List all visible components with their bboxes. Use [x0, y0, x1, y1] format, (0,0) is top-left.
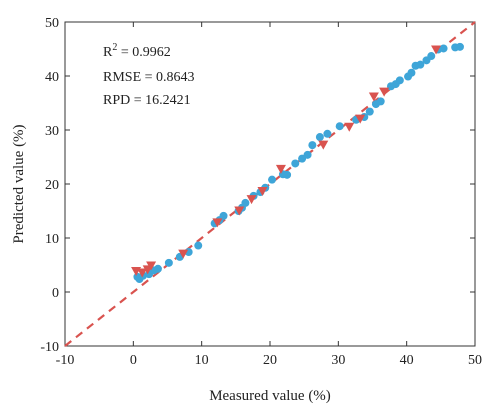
data-point-triangle [318, 140, 329, 150]
x-tick-label: 40 [400, 353, 414, 368]
data-point-circle [153, 264, 162, 273]
data-point-triangle [246, 195, 257, 205]
data-point-triangle [146, 261, 157, 271]
data-point-circle [194, 241, 203, 250]
data-point-circle [376, 97, 385, 106]
data-points [131, 42, 464, 284]
data-point-circle [395, 76, 404, 85]
data-point-circle [308, 141, 317, 150]
data-point-triangle [234, 206, 245, 216]
data-point-triangle [212, 218, 223, 228]
data-point-triangle [355, 114, 366, 124]
y-tick-label: 30 [45, 124, 59, 139]
x-tick-label: 10 [195, 353, 209, 368]
data-point-circle [315, 133, 324, 142]
data-point-triangle [137, 268, 148, 278]
y-axis-title: Predicted value (%) [11, 124, 27, 243]
y-tick-label: 10 [45, 232, 59, 247]
stat-r2-prefix: R [103, 45, 113, 60]
stat-rmse: RMSE = 0.8643 [103, 70, 195, 85]
stat-r2: R2 = 0.9962 [103, 42, 171, 60]
data-point-circle [303, 150, 312, 159]
data-point-circle [291, 159, 300, 168]
data-point-triangle [344, 122, 355, 132]
data-point-triangle [368, 92, 379, 102]
stat-rpd: RPD = 16.2421 [103, 93, 191, 108]
data-point-circle [241, 198, 250, 207]
data-point-circle [323, 129, 332, 138]
y-tick-label: 0 [52, 286, 59, 301]
data-point-triangle [431, 45, 442, 55]
y-tick-label: 50 [45, 16, 59, 31]
y-tick-label: 20 [45, 178, 59, 193]
x-tick-label: -10 [56, 353, 75, 368]
x-tick-label: 30 [331, 353, 345, 368]
y-tick-label: 40 [45, 70, 59, 85]
data-point-circle [365, 107, 374, 116]
data-point-circle [416, 60, 425, 69]
stat-r2-superscript: 2 [112, 42, 117, 53]
x-tick-label: 20 [263, 353, 277, 368]
data-point-circle [164, 258, 173, 267]
data-point-circle [455, 42, 464, 51]
y-tick-label: -10 [40, 340, 59, 355]
data-point-circle [268, 175, 277, 184]
axis-ticks: -10 0 10 20 30 40 50 -10 0 10 20 30 40 50 [40, 16, 482, 368]
data-point-circle [335, 122, 344, 131]
x-tick-label: 50 [468, 353, 482, 368]
data-point-triangle [379, 87, 390, 97]
data-point-circle [427, 52, 436, 61]
data-point-triangle [275, 164, 286, 174]
data-point-circle [283, 170, 292, 179]
data-point-triangle [257, 187, 268, 197]
data-point-circle [407, 68, 416, 77]
data-point-circle [439, 44, 448, 53]
stat-r2-value: = 0.9962 [117, 45, 170, 60]
x-axis-title: Measured value (%) [209, 388, 331, 404]
x-tick-label: 0 [130, 353, 137, 368]
data-point-triangle [178, 249, 189, 259]
data-point-circle [219, 211, 228, 220]
